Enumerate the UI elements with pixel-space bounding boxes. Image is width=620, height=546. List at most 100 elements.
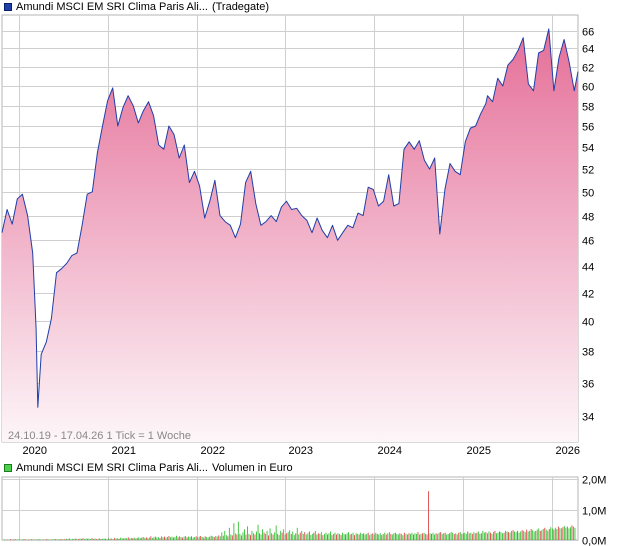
volume-bar	[494, 530, 496, 540]
volume-bar	[233, 523, 235, 540]
volume-bar	[331, 535, 333, 540]
volume-bar	[281, 532, 283, 540]
volume-bar	[450, 532, 452, 540]
volume-bar	[94, 538, 96, 540]
volume-bar	[405, 533, 407, 540]
volume-bar	[296, 527, 298, 540]
volume-bar	[550, 527, 552, 540]
volume-bar	[387, 533, 389, 540]
volume-bar	[151, 537, 153, 540]
volume-bar	[337, 533, 339, 540]
volume-bar	[265, 533, 267, 540]
volume-bar	[474, 533, 476, 540]
volume-bar	[566, 526, 568, 540]
volume-bar	[378, 534, 380, 540]
volume-bar	[526, 529, 528, 540]
volume-bar	[314, 530, 316, 540]
volume-bar	[260, 534, 262, 540]
volume-bar	[102, 538, 104, 540]
price-series-line	[1, 28, 579, 408]
volume-bar	[467, 531, 469, 540]
price-y-tick-label: 38	[582, 347, 594, 359]
price-y-tick-label: 36	[582, 379, 594, 391]
volume-bar	[574, 527, 576, 540]
volume-bar	[299, 532, 301, 540]
volume-legend-label: Volumen in Euro	[211, 462, 293, 474]
volume-bar	[302, 533, 304, 540]
volume-bar	[171, 536, 173, 540]
volume-bar	[512, 530, 514, 540]
volume-bar	[97, 538, 99, 540]
volume-bar	[560, 528, 562, 540]
volume-bar	[239, 533, 241, 540]
volume-bar	[432, 532, 434, 540]
volume-bar	[517, 530, 519, 540]
volume-bar	[369, 535, 371, 540]
price-x-tick-label: 2025	[467, 445, 491, 457]
volume-bar	[189, 537, 191, 540]
volume-bar	[114, 537, 116, 540]
volume-bar	[366, 533, 368, 540]
volume-bar	[462, 533, 464, 540]
volume-bar	[440, 532, 442, 540]
volume-bar	[397, 534, 399, 540]
volume-bar	[547, 530, 549, 540]
volume-bar	[153, 537, 155, 540]
volume-bar	[100, 539, 102, 540]
volume-bar	[117, 538, 119, 540]
volume-bar	[206, 537, 208, 540]
volume-bar	[70, 539, 72, 540]
volume-bar	[61, 539, 63, 540]
volume-bar	[417, 532, 419, 540]
volume-bar	[257, 524, 259, 541]
volume-bar	[485, 532, 487, 540]
volume-bar	[565, 527, 567, 540]
volume-bar	[548, 529, 550, 540]
volume-bar	[544, 527, 546, 540]
volume-bar	[47, 539, 49, 540]
volume-bar	[52, 539, 54, 540]
volume-bar	[105, 538, 107, 540]
volume-bar	[562, 527, 564, 540]
volume-bar	[328, 533, 330, 540]
volume-bar	[518, 532, 520, 540]
volume-bar	[278, 535, 280, 540]
volume-bar	[357, 533, 359, 540]
volume-bar	[420, 533, 422, 540]
volume-bar	[168, 536, 170, 540]
volume-bar	[554, 527, 556, 540]
price-y-tick-label: 44	[582, 262, 594, 274]
volume-bar	[325, 532, 327, 540]
volume-bar	[295, 533, 297, 540]
volume-bar	[266, 530, 268, 540]
volume-bar	[411, 532, 413, 540]
volume-bar	[154, 536, 156, 540]
volume-legend-swatch	[4, 464, 12, 472]
volume-bar	[367, 532, 369, 540]
volume-bar	[29, 539, 31, 540]
volume-bar	[44, 539, 46, 540]
volume-bar	[192, 537, 194, 540]
volume-bar	[443, 533, 445, 540]
volume-bar	[307, 533, 309, 540]
volume-bar	[308, 531, 310, 540]
volume-bar	[167, 537, 168, 540]
volume-bar	[14, 539, 16, 540]
volume-bar	[388, 532, 390, 540]
volume-bar	[234, 533, 236, 540]
price-y-tick-label: 48	[582, 212, 594, 224]
volume-bar	[426, 534, 428, 540]
price-y-tick-label: 40	[582, 317, 594, 329]
volume-bar	[521, 530, 523, 540]
volume-bar	[198, 536, 200, 540]
volume-bar	[215, 536, 217, 540]
volume-bar	[351, 533, 353, 540]
volume-bar	[557, 526, 559, 540]
volume-bar	[81, 538, 82, 540]
volume-bar	[156, 537, 158, 540]
volume-bar	[563, 526, 565, 540]
volume-bar	[135, 538, 137, 540]
volume-bar	[384, 532, 386, 540]
volume-bar	[204, 536, 206, 540]
volume-bar	[112, 539, 114, 540]
